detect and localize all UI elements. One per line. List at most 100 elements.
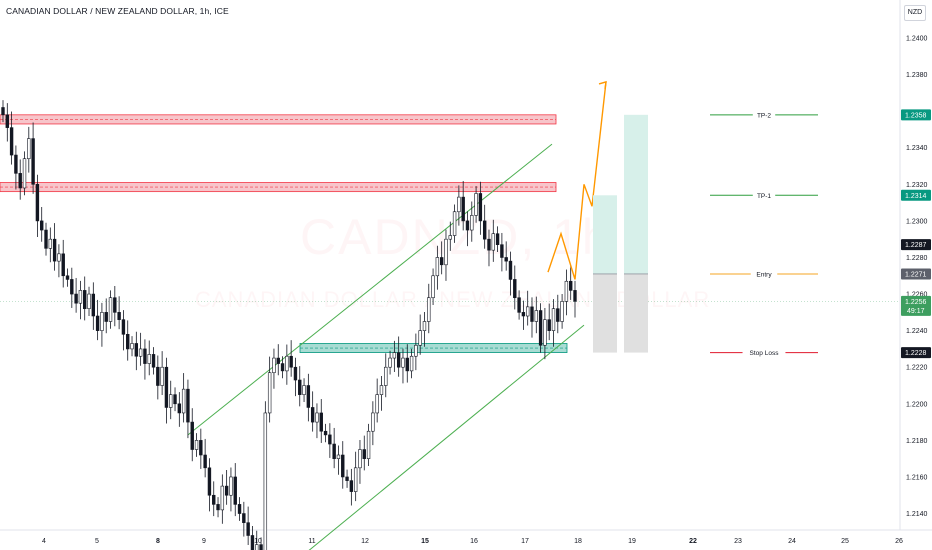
candle-down [35,184,40,222]
price-badge-text: 1.2271 [905,271,927,278]
candle-up [108,297,113,322]
candle-down [328,434,332,445]
candle-down [186,388,190,423]
candle-up [272,357,276,374]
candle-down [568,280,573,291]
candle-down [61,253,65,277]
channel-upper-line[interactable] [187,143,553,436]
candle-up [358,449,362,469]
x-tick-label: 15 [421,538,429,545]
candle-down [556,308,560,322]
y-tick-label: 1.2380 [906,72,928,79]
candle-up [401,357,405,368]
candle-down [495,233,500,245]
symbol-title: CANADIAN DOLLAR / NEW ZEALAND DOLLAR, 1h… [6,6,229,16]
level-label: TP-2 [757,112,771,119]
candle-down [40,220,44,231]
candle-up [57,253,61,262]
candle-down [190,421,194,450]
candle-down [362,449,366,459]
candle-down [310,407,315,423]
candle-up [457,196,461,213]
candle-down [164,366,169,408]
candle-down [121,319,126,335]
candle-down [173,394,177,405]
candle-up [130,343,134,350]
x-tick-label: 10 [254,538,262,545]
candle-up [422,321,427,331]
candle-down [513,279,517,299]
candle-up [431,275,435,299]
y-tick-label: 1.2180 [906,438,928,445]
candle-down [65,275,70,280]
candle-down [349,480,354,492]
x-tick-label: 4 [42,538,46,545]
candle-up [435,257,440,277]
candle-down [504,257,508,262]
projection-path[interactable] [547,81,607,280]
candle-up [255,544,259,550]
candle-up [534,310,538,322]
level-label: Entry [756,271,772,278]
candle-up [448,235,452,240]
channel-lower-line[interactable] [287,324,585,550]
stop-box[interactable] [624,273,648,353]
candle-down [538,310,543,346]
x-tick-label: 22 [689,538,697,545]
candle-up [147,354,151,364]
candle-up [336,454,341,459]
candle-down [233,476,237,505]
candle-up [551,308,556,331]
price-badge-countdown: 49:17 [907,308,925,315]
y-tick-label: 1.2140 [906,511,928,518]
candle-down [203,454,207,469]
candle-down [246,522,250,536]
candle-up [375,394,379,414]
candle-down [482,220,487,240]
candle-down [332,443,336,459]
candle-down [237,504,242,514]
level-label: Stop Loss [750,350,780,357]
candle-down [104,312,108,322]
y-tick-label: 1.2320 [906,182,928,189]
price-badge [901,189,931,201]
candle-down [44,229,48,249]
y-tick-label: 1.2340 [906,145,928,152]
candle-down [83,290,87,309]
y-tick-label: 1.2200 [906,401,928,408]
price-badge-text: 1.2287 [905,242,927,249]
candle-up [181,388,186,414]
candle-down [345,476,349,481]
y-tick-label: 1.2240 [906,328,928,335]
candle-up [418,330,422,346]
price-badge [901,347,931,359]
x-tick-label: 24 [788,538,796,545]
projection-arrowhead [598,80,607,89]
candle-down [439,257,444,266]
candle-up [87,293,91,309]
candle-down [293,366,298,381]
target-box[interactable] [593,195,617,274]
candle-down [74,293,78,304]
price-badge [901,109,931,121]
candle-down [242,513,246,523]
candle-down [177,403,182,414]
y-tick-label: 1.2260 [906,292,928,299]
target-box[interactable] [624,114,648,274]
candle-down [91,293,96,317]
candle-down [95,315,100,331]
candle-up [452,211,457,236]
stop-box[interactable] [593,273,617,353]
x-tick-label: 12 [361,538,369,545]
candle-down [117,312,121,320]
name-watermark: CANADIAN DOLLAR / NEW ZEALAND DOLLAR [195,287,711,312]
x-tick-label: 11 [308,538,315,545]
candle-down [521,312,526,317]
candle-down [500,244,504,258]
candle-up [470,215,474,231]
currency-button[interactable]: NZD [904,5,926,21]
candle-up [379,385,384,395]
candle-down [319,412,323,432]
candle-down [207,467,212,496]
